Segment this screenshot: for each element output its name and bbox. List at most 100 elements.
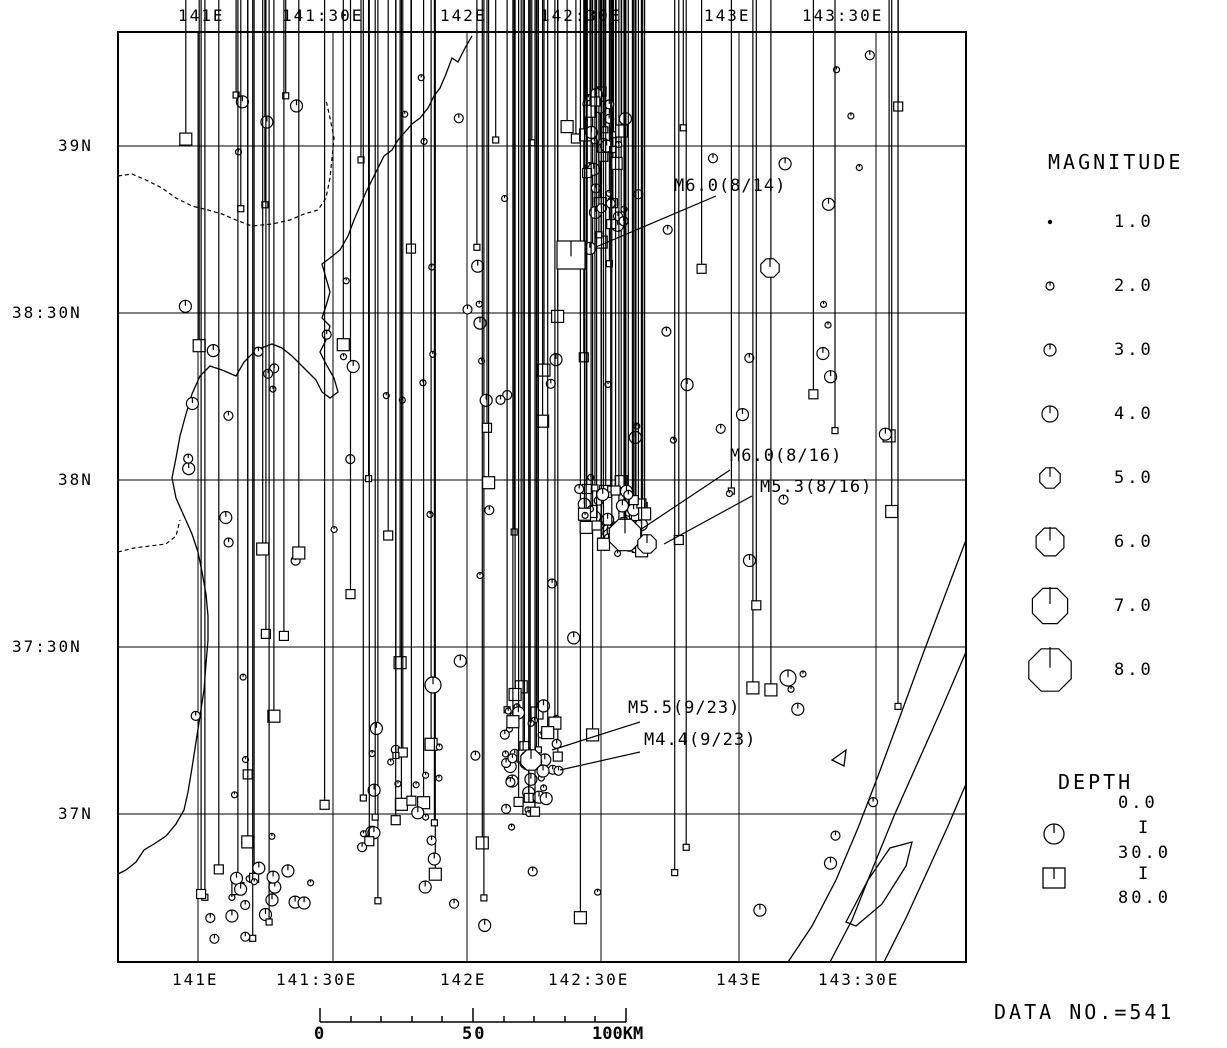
epicenter-marker	[357, 842, 368, 853]
epicenter-marker	[506, 0, 520, 729]
epicenter-marker	[527, 719, 535, 727]
data-count: DATA NO.=541	[994, 1000, 1175, 1024]
epicenter-marker	[418, 880, 432, 894]
epicenter-marker	[268, 832, 276, 840]
epicenter-marker-m6-0-8-16	[608, 518, 642, 552]
epicenter-marker	[235, 95, 249, 109]
magnitude-legend-label-5: 5.0	[1114, 468, 1154, 488]
epicenter-marker	[265, 0, 273, 926]
bottom-lon-label-142e: 142E	[440, 970, 487, 989]
epicenter-marker	[364, 0, 375, 847]
epicenter-marker	[473, 0, 481, 251]
epicenter-marker	[260, 115, 274, 129]
epicenter-marker	[330, 525, 338, 534]
epicenter-marker	[359, 0, 367, 802]
lat-label-38n: 38N	[58, 470, 93, 489]
epicenter-marker	[507, 753, 518, 764]
epicenter-marker	[606, 0, 617, 538]
epicenter-marker	[821, 197, 836, 211]
epicenter-marker	[417, 0, 431, 810]
epicenter-marker	[537, 0, 551, 377]
epicenter-marker	[742, 553, 757, 568]
epicenter-marker	[182, 462, 196, 476]
epicenter-marker	[481, 0, 493, 433]
epicenter-marker	[471, 259, 485, 273]
bottom-lon-label-143-30e: 143:30E	[818, 970, 900, 989]
top-lon-label-142e: 142E	[440, 6, 487, 25]
epicenter-marker	[345, 0, 356, 600]
epicenter-marker	[847, 112, 855, 120]
epicenter-marker	[484, 505, 495, 516]
epicenter-marker	[427, 852, 441, 866]
epicenter-marker	[778, 157, 792, 171]
epicenter-marker	[715, 423, 726, 434]
magnitude-legend-label-2: 2.0	[1114, 276, 1154, 296]
epicenter-marker	[183, 453, 194, 464]
epicenter-marker	[240, 931, 251, 942]
magnitude-legend-symbol-2.0	[1045, 281, 1055, 291]
epicenter-marker	[462, 304, 473, 315]
magnitude-legend-symbol-4.0	[1041, 405, 1059, 423]
epicenter-marker	[751, 0, 762, 611]
epicenter-marker	[501, 750, 510, 758]
epicenter-marker	[513, 0, 524, 808]
epicenter-marker	[816, 346, 830, 361]
epicenter-marker	[615, 499, 630, 513]
epicenter-marker	[282, 0, 290, 100]
depth-legend-symbols	[1042, 823, 1066, 889]
epicenter-marker	[579, 0, 593, 535]
magnitude-legend-symbol-8.0	[1028, 647, 1072, 692]
epicenter-marker	[241, 0, 255, 849]
epicenter-marker	[289, 99, 304, 113]
scale-label-50: 50	[462, 1024, 487, 1044]
epicenter-marker	[495, 394, 506, 405]
epicenter-marker	[190, 710, 201, 722]
lat-label-39n: 39N	[58, 136, 93, 155]
epicenter-marker	[574, 483, 585, 495]
epicenter-marker	[707, 153, 719, 164]
epicenter-marker	[390, 0, 401, 826]
epicenter-marker	[426, 835, 437, 846]
epicenter-marker	[241, 755, 250, 764]
epicenter-marker	[541, 0, 555, 740]
epicenter-marker	[503, 0, 511, 714]
annotation-m5-5-9-23: M5.5(9/23)	[628, 698, 741, 718]
epicenter-marker	[725, 490, 734, 498]
epicenter-marker	[552, 0, 563, 762]
epicenter-marker	[662, 224, 673, 235]
epicenter-marker	[823, 856, 838, 870]
bottom-lon-label-143e: 143E	[716, 970, 763, 989]
epicenter-marker	[428, 263, 436, 271]
epicenter-marker	[475, 0, 489, 850]
epicenter-marker	[424, 676, 442, 694]
epicenter-marker	[591, 0, 602, 531]
epicenter-marker	[824, 321, 832, 329]
epicenter-marker	[753, 903, 767, 917]
epicenter-marker	[567, 631, 581, 645]
epicenter-marker	[479, 393, 493, 407]
magnitude-legend-label-7: 7.0	[1114, 596, 1154, 616]
magnitude-legend-label-4: 4.0	[1114, 404, 1154, 424]
depth-legend-mid-value: 30.0	[1118, 843, 1171, 863]
epicenter-marker	[263, 368, 274, 379]
epicenter-marker	[746, 0, 760, 695]
epicenter-marker	[610, 0, 621, 496]
epicenter-marker	[475, 300, 483, 308]
epicenter-marker	[206, 344, 220, 358]
epicenter-marker	[256, 0, 270, 556]
epicenter-marker	[336, 0, 350, 352]
epicenter-marker	[514, 0, 528, 694]
top-lon-label-143e: 143E	[704, 6, 751, 25]
trench-contours	[787, 539, 967, 963]
top-lon-label-143-30e: 143:30E	[802, 6, 884, 25]
epicenter-marker	[878, 427, 893, 441]
epicenter-marker	[505, 776, 516, 788]
epicenter-marker	[778, 494, 789, 505]
depth-legend-sep-1: I	[1138, 818, 1152, 838]
epicenter-marker-m4-4-9-23	[536, 764, 550, 778]
magnitude-legend-symbols	[1028, 219, 1072, 692]
epicenter-marker	[473, 316, 487, 330]
epicenter-marker	[228, 893, 236, 902]
lat-label-37-30n: 37:30N	[12, 637, 82, 656]
